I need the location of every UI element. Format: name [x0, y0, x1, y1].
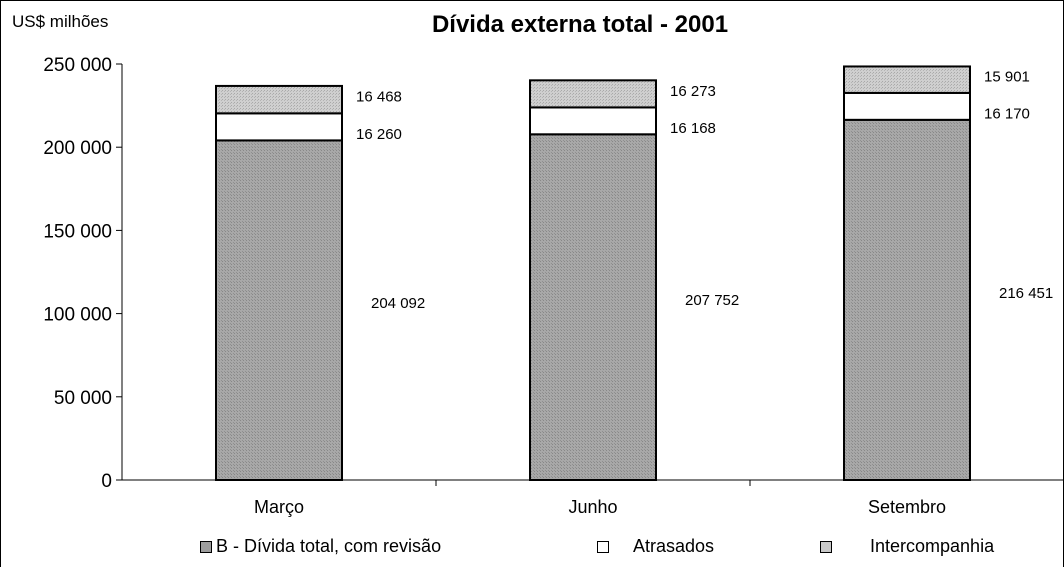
- data-label-divida-total: 207 752: [685, 292, 739, 309]
- y-axis-unit-label: US$ milhões: [12, 12, 109, 31]
- y-tick-label: 200 000: [43, 138, 112, 159]
- bar-segment-atrasados: [529, 106, 657, 136]
- data-label-intercompanhia: 16 273: [670, 83, 716, 100]
- bar-segment-atrasados: [843, 91, 971, 121]
- data-label-atrasados: 16 170: [984, 105, 1030, 122]
- legend-label-intercompanhia: Intercompanhia: [870, 536, 995, 556]
- bar-segment-divida-total: [215, 139, 343, 482]
- bar-segment-intercompanhia: [843, 65, 971, 94]
- data-label-divida-total: 216 451: [999, 285, 1053, 302]
- y-tick-label: 100 000: [43, 305, 112, 326]
- legend-label-divida-total: B - Dívida total, com revisão: [216, 536, 442, 556]
- y-tick-label: 150 000: [43, 221, 112, 242]
- bar-segment-divida-total: [843, 118, 971, 482]
- data-labels-group: 204 092 16 260 16 468 207 752 16 168 16 273 21…: [356, 69, 1053, 313]
- legend: B - Dívida total, com revisão Atrasados …: [200, 536, 1040, 562]
- data-label-intercompanhia: 15 901: [984, 69, 1030, 86]
- data-label-divida-total: 204 092: [371, 295, 425, 312]
- y-tick-label: 0: [101, 471, 112, 492]
- data-label-intercompanhia: 16 468: [356, 89, 402, 106]
- bar-segment-atrasados: [215, 112, 343, 142]
- data-label-atrasados: 16 260: [356, 126, 402, 143]
- x-tick-label: Setembro: [868, 497, 946, 517]
- y-tick-label: 250 000: [43, 55, 112, 76]
- legend-item-intercompanhia: Intercompanhia: [820, 536, 994, 557]
- legend-swatch-intercompanhia: [820, 540, 832, 553]
- bar-segment-intercompanhia: [529, 79, 657, 109]
- y-tick-label: 50 000: [54, 388, 112, 409]
- bar-segment-intercompanhia: [215, 84, 343, 115]
- legend-swatch-divida-total: [200, 540, 212, 553]
- x-tick-label: Junho: [568, 497, 617, 517]
- legend-label-atrasados: Atrasados: [633, 536, 715, 556]
- bar-segment-divida-total: [529, 133, 657, 482]
- x-tick-label: Março: [254, 497, 304, 517]
- legend-swatch-atrasados: [597, 540, 609, 553]
- data-label-atrasados: 16 168: [670, 120, 716, 137]
- chart-title: Dívida externa total - 2001: [431, 11, 729, 38]
- legend-item-atrasados: Atrasados: [597, 536, 714, 557]
- legend-item-divida-total: B - Dívida total, com revisão: [200, 536, 441, 557]
- bars-group: [215, 65, 971, 482]
